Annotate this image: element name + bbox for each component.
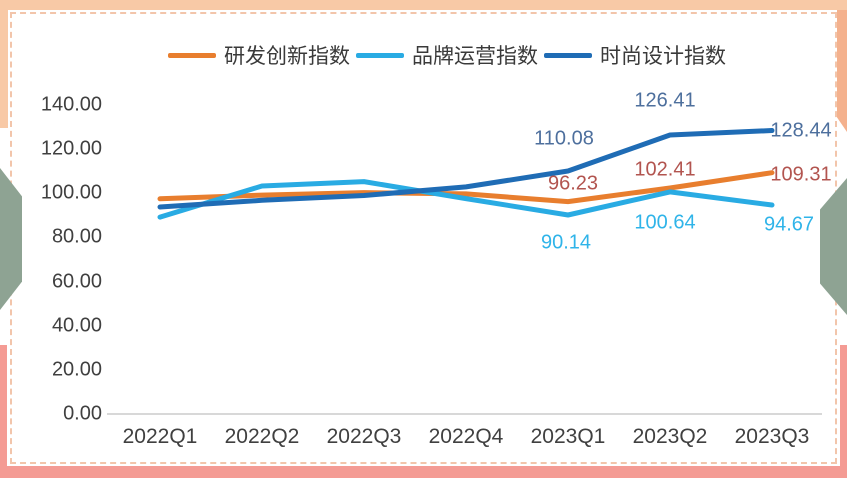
bottom-border-bar [0, 466, 847, 478]
legend-label: 品牌运营指数 [412, 45, 538, 68]
y-axis-tick-label: 40.00 [51, 314, 102, 337]
legend-item-rnd-index: 研发创新指数 [168, 40, 350, 70]
series-line-1 [157, 179, 775, 220]
series-line-0 [157, 170, 775, 205]
x-axis-tick-label: 2022Q3 [326, 425, 402, 448]
x-axis-tick-label: 2023Q2 [632, 425, 708, 448]
x-axis-tick-label: 2022Q1 [122, 425, 198, 448]
legend-label: 时尚设计指数 [600, 45, 726, 68]
top-border-bar [0, 0, 847, 10]
left-top-edge-strip [0, 10, 8, 128]
data-label: 109.31 [770, 163, 832, 186]
legend-label: 研发创新指数 [224, 45, 350, 68]
data-label: 90.14 [540, 231, 592, 254]
data-label: 100.64 [634, 211, 696, 234]
legend-item-fashion-index: 时尚设计指数 [544, 40, 726, 70]
chart-legend: 研发创新指数 品牌运营指数 时尚设计指数 [168, 40, 726, 70]
x-axis-tick-label: 2022Q4 [428, 425, 504, 448]
y-axis-tick-label: 60.00 [51, 270, 102, 293]
legend-item-brand-index: 品牌运营指数 [356, 40, 538, 70]
data-label: 102.41 [634, 158, 696, 181]
data-label: 94.67 [763, 213, 815, 236]
data-label: 128.44 [770, 119, 832, 142]
y-axis-tick-label: 20.00 [51, 358, 102, 381]
x-axis-tick-label: 2022Q2 [224, 425, 300, 448]
legend-line-swatch-orange [168, 52, 216, 58]
series-line-2 [157, 128, 775, 210]
y-axis-tick-label: 120.00 [40, 137, 102, 160]
left-chevron-decoration [0, 168, 22, 310]
legend-line-swatch-cyan [356, 52, 404, 58]
legend-line-swatch-blue [544, 52, 592, 58]
x-axis-tick-label: 2023Q3 [734, 425, 810, 448]
right-bottom-edge-strip [840, 345, 847, 466]
x-axis-tick-label: 2023Q1 [530, 425, 606, 448]
x-axis-line [107, 413, 822, 415]
data-label: 110.08 [534, 127, 594, 150]
y-axis-tick-label: 140.00 [40, 93, 102, 116]
y-axis-tick-label: 0.00 [63, 402, 102, 425]
data-label: 96.23 [547, 172, 599, 195]
y-axis-tick-label: 100.00 [40, 181, 102, 204]
left-bottom-edge-strip [0, 345, 7, 466]
right-top-edge-strip [837, 10, 847, 132]
y-axis-tick-label: 80.00 [51, 225, 102, 248]
data-label: 126.41 [634, 89, 696, 112]
